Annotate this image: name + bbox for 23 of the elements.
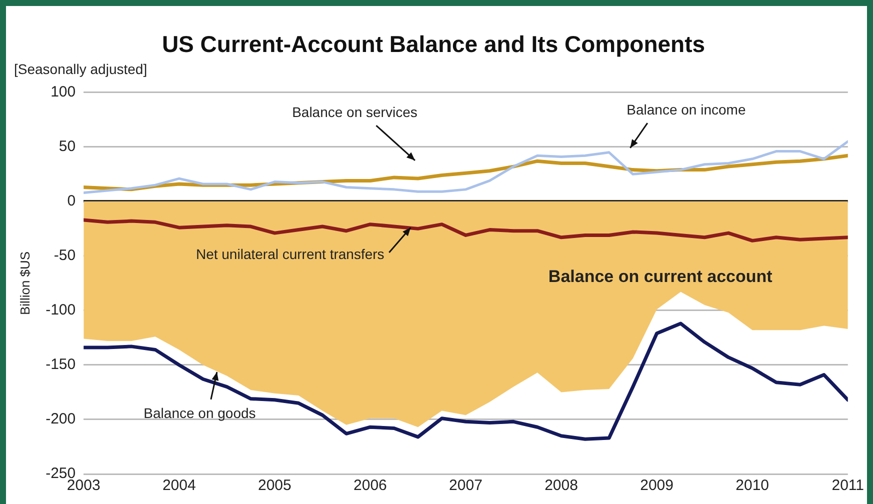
x-tick-label: 2007 (449, 477, 482, 494)
y-tick-label: -200 (46, 410, 76, 428)
y-tick-label: 0 (67, 192, 76, 210)
x-tick-label: 2010 (736, 477, 770, 494)
text: Balance on services (292, 104, 418, 120)
series-label: Net unilateral current transfers (196, 246, 384, 262)
x-tick-label: 2011 (832, 477, 864, 494)
x-tick-label: 2005 (258, 477, 292, 494)
x-tick-label: 2009 (640, 477, 674, 494)
x-tick-label: 2006 (354, 477, 387, 494)
y-tick-label: 50 (58, 138, 76, 156)
y-axis-title: Billion $US (17, 251, 32, 315)
series-label: Balance on goods (144, 405, 256, 422)
y-tick-label: -50 (54, 247, 76, 264)
x-tick-label: 2004 (162, 477, 196, 494)
text: Balance on income (626, 101, 746, 118)
chart-title: US Current-Account Balance and Its Components (162, 31, 706, 58)
y-tick-label: -150 (46, 356, 76, 374)
chart-subtitle: [Seasonally adjusted] (14, 60, 148, 77)
series-label: Balance on current account (548, 267, 773, 286)
y-tick-label: 100 (50, 84, 76, 101)
y-tick-label: -100 (46, 302, 76, 319)
x-tick-label: 2008 (544, 477, 578, 494)
